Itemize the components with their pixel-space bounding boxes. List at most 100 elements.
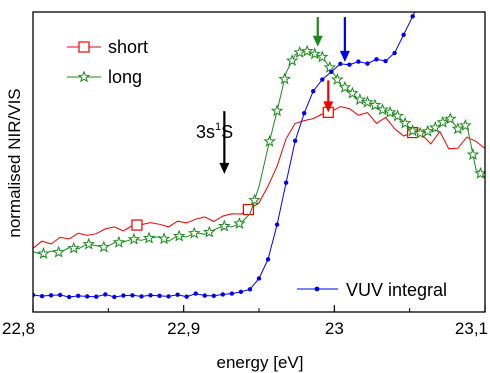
data-point [121, 293, 126, 298]
star-marker [383, 105, 397, 118]
data-point [112, 294, 117, 300]
legend-long-marker [77, 70, 91, 83]
x-tick-label: 22,8 [2, 319, 35, 338]
series-vuv-integral [33, 12, 416, 300]
star-marker [300, 44, 314, 57]
annotation-tail: S [221, 122, 233, 142]
star-marker [142, 231, 156, 244]
star-marker [308, 47, 322, 60]
star-marker [428, 121, 442, 134]
data-point [76, 293, 81, 299]
star-marker [353, 93, 367, 106]
legend-bottom: VUV integral [297, 280, 447, 300]
legend-short-label: short [108, 37, 148, 57]
star-marker [37, 247, 50, 260]
data-point [175, 292, 180, 297]
arrow-layer [219, 17, 350, 174]
data-point [139, 294, 144, 299]
data-point [85, 294, 90, 299]
data-point [57, 292, 63, 298]
star-marker [376, 103, 389, 116]
star-marker [52, 245, 65, 258]
star-marker [202, 225, 216, 238]
star-marker [315, 50, 329, 63]
star-marker [233, 216, 246, 229]
arrow-long [312, 17, 323, 47]
data-point [247, 287, 253, 292]
star-marker [77, 70, 91, 83]
star-marker [97, 240, 111, 253]
star-marker [346, 86, 359, 99]
star-marker [398, 116, 412, 129]
series-long [33, 44, 485, 260]
square-marker [131, 219, 143, 231]
x-tick-label: 23 [325, 319, 344, 338]
star-marker [338, 80, 352, 93]
square-marker [242, 203, 255, 216]
data-point [410, 14, 415, 19]
data-point [66, 294, 72, 300]
x-tick-label: 23,1 [455, 319, 488, 338]
data-point [220, 292, 226, 297]
x-tick-label: 22,9 [167, 319, 200, 338]
star-marker [82, 237, 96, 250]
data-point [292, 138, 298, 144]
star-marker [270, 104, 284, 117]
data-point [283, 180, 289, 185]
star-marker [187, 226, 201, 239]
data-point [157, 293, 162, 299]
star-marker [323, 60, 337, 73]
data-point [347, 62, 352, 67]
data-point [365, 61, 370, 66]
data-point [329, 69, 334, 75]
data-point [103, 292, 108, 297]
star-marker [263, 134, 276, 147]
star-marker [413, 126, 427, 139]
data-point [193, 291, 198, 296]
data-point [166, 294, 171, 299]
data-point [265, 257, 271, 262]
legend-short-marker [78, 41, 90, 53]
data-point [274, 222, 280, 227]
data-point [148, 293, 153, 298]
data-point [48, 293, 54, 298]
star-marker [368, 98, 382, 111]
legend-vuv-marker [314, 286, 320, 292]
star-marker [451, 122, 465, 135]
x-axis-label: energy [eV] [217, 353, 304, 372]
data-point [383, 58, 388, 64]
star-marker [391, 109, 404, 122]
data-point [184, 294, 189, 299]
legend-top: short long [67, 37, 148, 87]
star-marker [278, 72, 291, 85]
data-point [401, 32, 406, 37]
data-point [311, 89, 316, 94]
star-marker [112, 235, 126, 248]
star-marker [361, 95, 374, 108]
star-marker [157, 232, 171, 245]
data-point [229, 291, 235, 296]
data-point [202, 293, 207, 298]
star-marker [436, 115, 450, 128]
data-point [392, 50, 397, 56]
x-axis: 22,8 22,9 23 23,1 [2, 305, 488, 338]
series-layer [33, 12, 485, 300]
arrow-vuv-integral [339, 17, 350, 62]
data-point [211, 293, 216, 299]
data-point [238, 289, 244, 295]
data-point [302, 110, 307, 116]
star-marker [421, 124, 435, 137]
data-point [374, 57, 379, 62]
data-point [256, 276, 262, 281]
data-point [356, 59, 361, 64]
annotation-superscript: 1 [215, 121, 221, 133]
legend-long-label: long [108, 67, 142, 87]
star-marker [127, 232, 141, 245]
star-marker [459, 118, 472, 131]
data-point [94, 294, 99, 299]
annotation-3s1s: 3s1S [196, 121, 233, 142]
star-marker [474, 166, 485, 179]
star-marker [248, 193, 261, 206]
star-marker [466, 148, 480, 161]
